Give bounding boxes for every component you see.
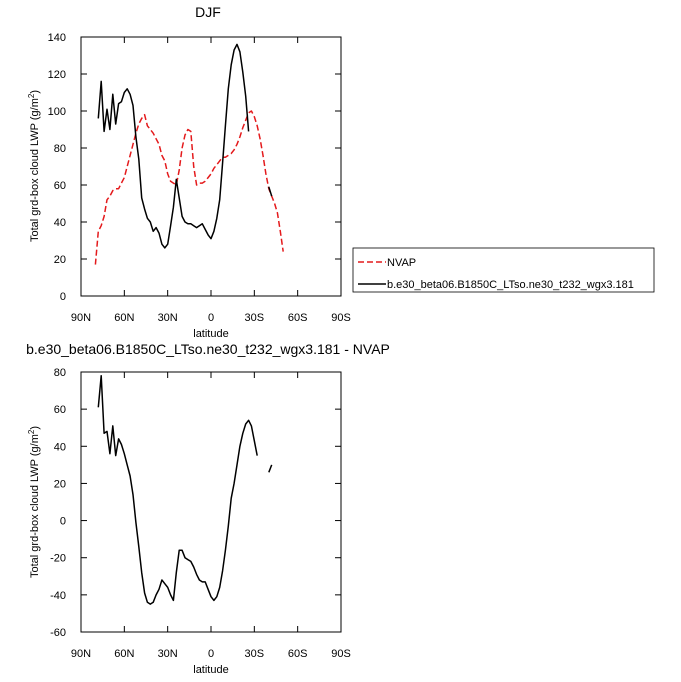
legend-label-nvap: NVAP <box>387 257 416 269</box>
plot-frame <box>80 36 342 297</box>
series-line <box>97 43 250 249</box>
y-tick-label: 120 <box>48 69 66 81</box>
y-tick-label: 20 <box>54 478 66 490</box>
y-axis-title-main: Total grd-box cloud LWP (g/m <box>29 98 41 242</box>
y-tick-label: 100 <box>48 106 66 118</box>
y-tick-label: 40 <box>54 217 66 229</box>
panel-top: DJF 90N 60N 30N 0 30S 60S 90S 0 20 40 60 80 100 120 14… <box>27 4 655 340</box>
x-tick-label: 60N <box>114 648 134 660</box>
y-tick-label: -60 <box>50 627 66 639</box>
x-tick-label: 60N <box>114 312 134 324</box>
x-tick-label: 0 <box>208 312 214 324</box>
x-tick-label: 30N <box>158 648 178 660</box>
y-axis-title-superscript: 2 <box>27 93 36 98</box>
x-tick-label: 60S <box>288 312 308 324</box>
y-axis-title-main: Total grd-box cloud LWP (g/m <box>29 434 41 578</box>
y-tick-label: 80 <box>54 367 66 379</box>
series-line <box>94 110 284 265</box>
legend: NVAP b.e30_beta06.B1850C_LTso.ne30_t232_… <box>352 247 655 293</box>
x-axis-title: latitude <box>193 328 228 340</box>
series-line <box>268 186 273 197</box>
series-line <box>97 374 258 605</box>
legend-label-model: b.e30_beta06.B1850C_LTso.ne30_t232_wgx3.… <box>387 279 634 291</box>
x-tick-label: 0 <box>208 648 214 660</box>
y-tick-label: -20 <box>50 553 66 565</box>
x-tick-label: 90S <box>331 312 351 324</box>
y-axis-title: Total grd-box cloud LWP (g/m2) <box>27 426 41 578</box>
y-axis-title-superscript: 2 <box>27 429 36 434</box>
y-tick-label: -40 <box>50 590 66 602</box>
x-tick-label: 60S <box>288 648 308 660</box>
data-series <box>97 374 273 605</box>
chart-title: DJF <box>195 4 221 20</box>
x-tick-label: 30S <box>245 648 265 660</box>
panel-bottom: b.e30_beta06.B1850C_LTso.ne30_t232_wgx3.… <box>26 341 390 676</box>
x-axis-title: latitude <box>193 664 228 676</box>
axis-ticks: 90N 60N 30N 0 30S 60S 90S -60 -40 -20 0 20 40 60 80 <box>50 367 351 660</box>
y-tick-label: 0 <box>60 291 66 303</box>
y-axis-title-end: ) <box>29 426 41 430</box>
data-series <box>94 43 284 265</box>
y-axis-title: Total grd-box cloud LWP (g/m2) <box>27 90 41 242</box>
y-tick-label: 140 <box>48 32 66 44</box>
y-tick-label: 40 <box>54 441 66 453</box>
chart-title: b.e30_beta06.B1850C_LTso.ne30_t232_wgx3.… <box>26 341 390 357</box>
y-tick-label: 0 <box>60 516 66 528</box>
y-tick-label: 80 <box>54 143 66 155</box>
x-tick-label: 90N <box>71 312 91 324</box>
series-line <box>268 464 273 473</box>
y-tick-label: 20 <box>54 254 66 266</box>
x-tick-label: 90S <box>331 648 351 660</box>
y-tick-label: 60 <box>54 404 66 416</box>
legend-box <box>352 247 655 293</box>
y-axis-title-end: ) <box>29 90 41 94</box>
x-tick-label: 30S <box>245 312 265 324</box>
plot-frame <box>80 371 342 633</box>
x-tick-label: 30N <box>158 312 178 324</box>
x-tick-label: 90N <box>71 648 91 660</box>
y-tick-label: 60 <box>54 180 66 192</box>
axis-ticks: 90N 60N 30N 0 30S 60S 90S 0 20 40 60 80 100 120 140 <box>48 32 351 324</box>
